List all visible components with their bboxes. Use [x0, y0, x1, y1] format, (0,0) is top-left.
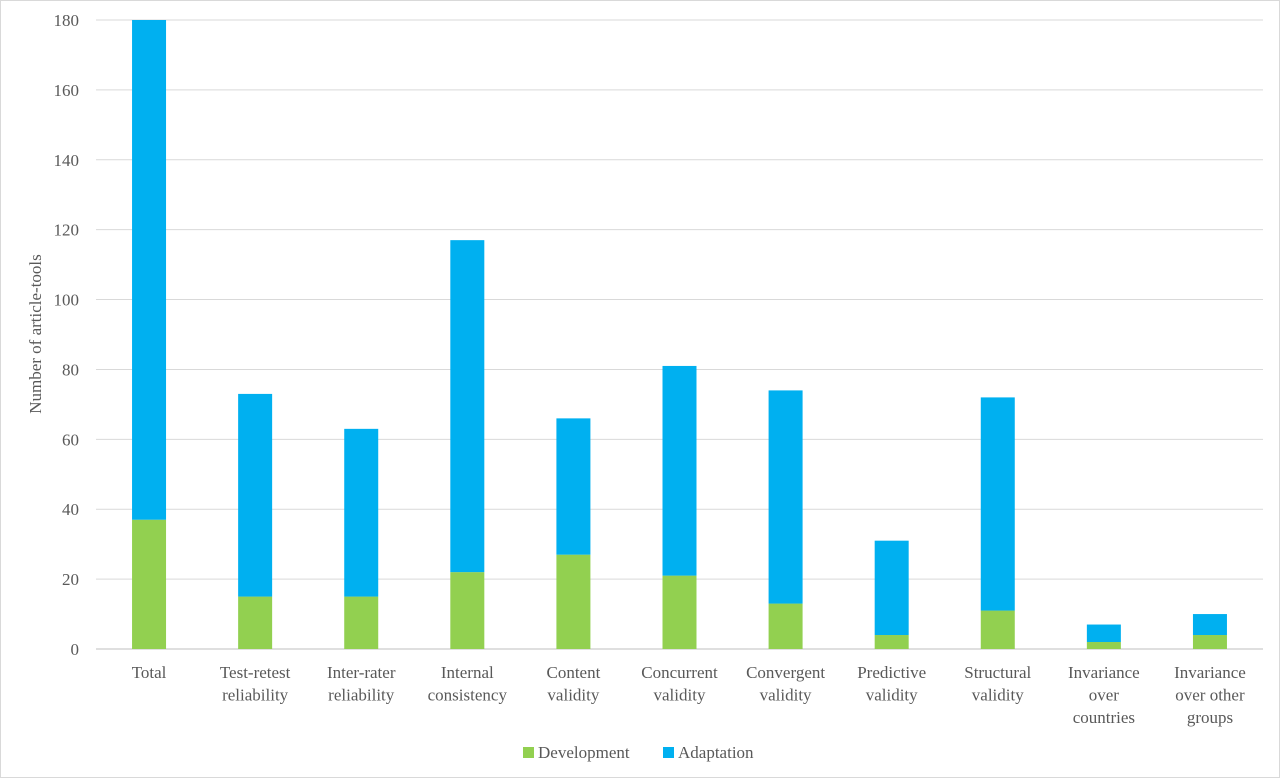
bars: [132, 20, 1227, 649]
x-tick-label: Concurrent validity: [641, 663, 718, 705]
x-tick-label: Invariance over countries: [1068, 663, 1140, 727]
bar-adaptation: [344, 428, 379, 597]
bar-development: [1086, 642, 1121, 649]
y-tick-label: 100: [54, 291, 80, 310]
bar-development: [556, 554, 591, 649]
x-tick-label: Content validity: [546, 663, 600, 705]
x-tick-label: Inter-rater reliability: [327, 663, 396, 705]
bar-adaptation: [450, 240, 485, 573]
bar-adaptation: [768, 390, 803, 604]
y-tick-label: 60: [62, 430, 79, 449]
bar-adaptation: [1086, 624, 1121, 643]
legend-swatch-development: [523, 747, 534, 758]
y-tick-label: 140: [54, 151, 80, 170]
legend-label-adaptation: Adaptation: [678, 743, 754, 762]
bar-development: [768, 603, 803, 649]
bar-development: [1192, 635, 1227, 649]
y-tick-label: 120: [54, 221, 80, 240]
bar-development: [450, 572, 485, 649]
bar-development: [238, 596, 273, 649]
y-axis-ticks: 0 20 40 60 80 100 120 140 160 180: [54, 11, 80, 659]
bar-development: [874, 635, 909, 649]
x-tick-label: Test-retest reliability: [220, 663, 291, 705]
x-tick-label: Internal consistency: [428, 663, 508, 705]
legend-label-development: Development: [538, 743, 630, 762]
y-axis-title: Number of article-tools: [26, 254, 45, 414]
bar-adaptation: [556, 418, 591, 555]
bar-adaptation: [662, 365, 697, 576]
x-tick-label: Predictive validity: [857, 663, 926, 705]
bar-adaptation: [980, 397, 1015, 611]
bar-adaptation: [874, 540, 909, 636]
y-tick-label: 20: [62, 570, 79, 589]
y-tick-label: 40: [62, 500, 79, 519]
y-tick-label: 180: [54, 11, 80, 30]
x-tick-label: Convergent validity: [746, 663, 825, 705]
bar-development: [344, 596, 379, 649]
x-tick-label: Total: [132, 663, 167, 682]
x-tick-label: Structural validity: [964, 663, 1031, 705]
bar-development: [662, 575, 697, 649]
bar-adaptation: [238, 393, 273, 597]
bar-development: [980, 610, 1015, 649]
legend: Development Adaptation: [523, 743, 754, 762]
x-axis-labels: Total Test-retest reliability Inter-rater re…: [132, 663, 1246, 727]
y-tick-label: 80: [62, 360, 79, 379]
bar-development: [132, 519, 167, 649]
x-tick-label: Invariance over other groups: [1174, 663, 1246, 727]
y-tick-label: 160: [54, 81, 80, 100]
y-tick-label: 0: [71, 640, 80, 659]
bar-adaptation: [1192, 614, 1227, 636]
bar-adaptation: [132, 20, 167, 520]
legend-swatch-adaptation: [663, 747, 674, 758]
